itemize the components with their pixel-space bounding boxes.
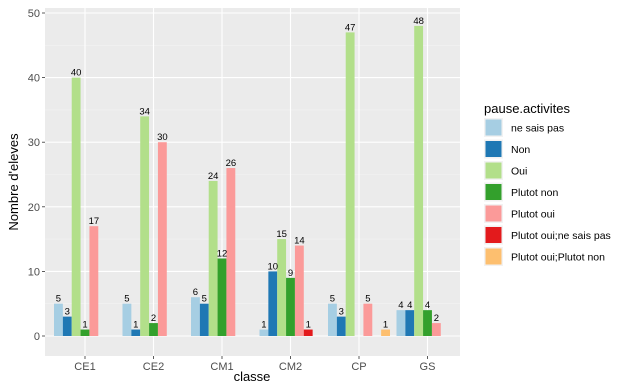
y-tick-label: 0 xyxy=(34,331,40,343)
data-label: 48 xyxy=(413,16,424,27)
data-label: 2 xyxy=(434,313,439,324)
bar xyxy=(191,297,200,336)
bar xyxy=(328,303,337,336)
bar xyxy=(199,303,209,336)
legend: pause.activites ne sais pas Non Oui Plutot … xyxy=(484,101,611,266)
legend-swatch xyxy=(485,184,502,200)
legend-title: pause.activites xyxy=(484,101,570,116)
data-label: 24 xyxy=(208,171,219,182)
bar xyxy=(131,329,141,336)
bar xyxy=(268,271,278,336)
data-label: 3 xyxy=(339,307,344,318)
y-tick-label: 20 xyxy=(28,202,40,214)
bar xyxy=(414,25,424,336)
data-label: 5 xyxy=(56,294,61,305)
data-label: 47 xyxy=(345,22,356,33)
bar xyxy=(277,239,287,336)
data-label: 26 xyxy=(226,158,237,169)
x-axis-title: classe xyxy=(234,369,271,384)
x-tick-label: CE2 xyxy=(143,361,164,373)
bar xyxy=(423,310,432,336)
data-label: 15 xyxy=(276,229,287,240)
data-label: 6 xyxy=(193,287,198,298)
legend-swatch xyxy=(485,162,502,179)
data-label: 17 xyxy=(89,216,100,227)
data-label: 10 xyxy=(267,261,278,272)
bar xyxy=(396,310,406,336)
data-label: 14 xyxy=(294,236,305,247)
y-tick-label: 50 xyxy=(28,8,40,20)
bar xyxy=(226,168,236,336)
bar xyxy=(89,226,99,336)
legend-swatch xyxy=(485,119,502,136)
data-label: 2 xyxy=(151,313,156,324)
legend-swatch xyxy=(485,141,502,157)
y-tick-label: 30 xyxy=(28,137,40,149)
legend-swatch xyxy=(485,248,502,265)
legend-label: Plutot oui xyxy=(511,209,555,221)
legend-label: Oui xyxy=(511,166,527,178)
data-label: 40 xyxy=(71,68,82,79)
data-label: 5 xyxy=(202,294,207,305)
data-label: 4 xyxy=(398,300,403,311)
data-label: 9 xyxy=(288,268,293,279)
bar xyxy=(345,32,355,336)
bar xyxy=(157,142,167,336)
legend-label: ne sais pas xyxy=(511,123,564,135)
data-label: 5 xyxy=(124,294,129,305)
data-label: 5 xyxy=(330,294,335,305)
legend-label: Plutot non xyxy=(511,187,558,199)
data-label: 1 xyxy=(306,320,311,331)
legend-swatch xyxy=(485,227,502,243)
bar xyxy=(286,277,295,336)
bar xyxy=(217,258,227,336)
bar xyxy=(208,180,218,336)
bar xyxy=(303,329,313,336)
gridlines xyxy=(45,8,460,356)
data-label: 1 xyxy=(133,320,138,331)
bar xyxy=(71,77,81,336)
data-label: 12 xyxy=(217,248,228,259)
y-axis: 0 10 20 30 40 50 xyxy=(28,8,45,343)
bar xyxy=(62,316,72,336)
data-label: 1 xyxy=(261,320,266,331)
data-label: 34 xyxy=(139,106,150,117)
bar xyxy=(381,329,390,336)
bar xyxy=(80,329,90,336)
legend-label: Non xyxy=(511,144,530,156)
bars xyxy=(54,25,441,336)
data-label: 1 xyxy=(82,320,87,331)
data-label: 5 xyxy=(365,294,370,305)
data-label: 4 xyxy=(407,300,412,311)
bar xyxy=(140,116,150,336)
bar xyxy=(431,323,441,336)
data-label: 1 xyxy=(383,320,388,331)
x-axis: CE1 CE2 CM1 CM2 CP GS xyxy=(74,356,435,373)
bar xyxy=(122,303,132,336)
x-tick-label: CP xyxy=(351,361,366,373)
bar xyxy=(294,245,304,336)
bar xyxy=(149,323,158,336)
bar xyxy=(363,303,373,336)
data-label: 3 xyxy=(65,307,70,318)
legend-label: Plutot oui;ne sais pas xyxy=(511,230,611,242)
legend-swatch xyxy=(485,205,502,222)
x-tick-label: CM1 xyxy=(210,361,233,373)
panel-background xyxy=(45,8,460,356)
y-axis-title: Nombre d'eleves xyxy=(6,133,21,231)
x-tick-label: CE1 xyxy=(74,361,95,373)
legend-label: Plutot oui;Plutot non xyxy=(511,252,605,264)
y-tick-label: 40 xyxy=(28,73,40,85)
data-label: 30 xyxy=(157,132,168,143)
x-tick-label: CM2 xyxy=(279,361,302,373)
bar xyxy=(336,316,346,336)
bar xyxy=(54,303,63,336)
data-label: 4 xyxy=(425,300,430,311)
x-tick-label: GS xyxy=(420,361,436,373)
bar xyxy=(259,329,269,336)
bar xyxy=(405,310,415,336)
y-tick-label: 10 xyxy=(28,266,40,278)
